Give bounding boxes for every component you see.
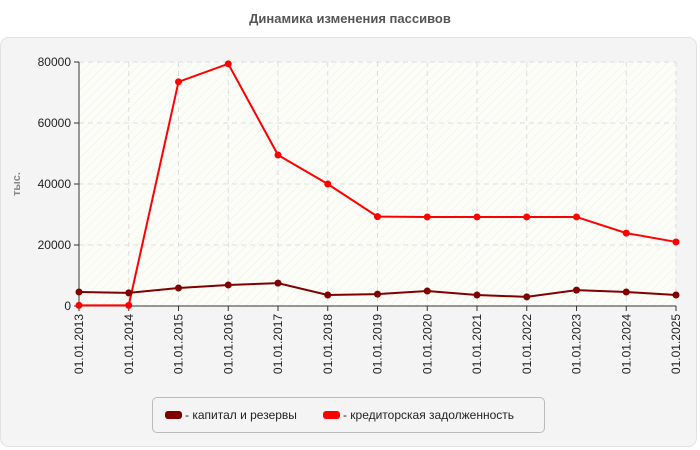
legend-label-capital: - капитал и резервы [185,408,297,422]
data-point[interactable] [75,301,83,309]
x-tick-label: 01.01.2016 [221,314,235,374]
x-tick-label: 01.01.2022 [520,314,534,374]
chart-legend: - капитал и резервы - кредиторская задол… [152,397,545,433]
data-point[interactable] [473,213,481,221]
x-tick-label: 01.01.2015 [172,314,186,374]
data-point[interactable] [224,281,232,289]
data-point[interactable] [274,151,282,159]
data-point[interactable] [523,213,531,221]
legend-item-capital[interactable]: - капитал и резервы [165,408,297,422]
data-point[interactable] [125,301,133,309]
data-point[interactable] [175,78,182,86]
data-point[interactable] [423,213,431,221]
data-point[interactable] [622,229,630,237]
data-point[interactable] [274,279,282,287]
x-tick-label: 01.01.2020 [420,314,434,374]
legend-item-payables[interactable]: - кредиторская задолженность [322,408,515,422]
data-point[interactable] [374,213,381,221]
data-point[interactable] [324,291,332,299]
data-point[interactable] [473,291,481,299]
chart-title: Динамика изменения пассивов [249,11,451,26]
y-tick-label: 80000 [38,55,72,69]
data-point[interactable] [573,286,580,294]
x-tick-label: 01.01.2019 [371,314,385,374]
data-point[interactable] [423,287,431,295]
y-tick-label: 20000 [38,238,72,252]
x-tick-label: 01.01.2024 [619,314,633,374]
x-tick-label: 01.01.2023 [570,314,584,374]
data-point[interactable] [125,289,133,297]
data-point[interactable] [374,290,381,298]
x-tick-label: 01.01.2025 [669,314,683,374]
y-axis-label: тыс. [11,172,23,196]
legend-label-payables: - кредиторская задолженность [342,408,515,422]
data-series [75,60,680,309]
data-point[interactable] [573,213,580,221]
data-point[interactable] [672,291,680,299]
x-tick-label: 01.01.2021 [470,314,484,374]
x-tick-label: 01.01.2014 [122,314,136,374]
data-point[interactable] [523,293,531,301]
axes: 0 20000 40000 60000 80000 01.01.2013 01.01.201… [38,55,683,374]
data-point[interactable] [75,288,83,296]
x-tick-label: 01.01.2013 [72,314,86,374]
y-tick-label: 40000 [38,177,72,191]
data-point[interactable] [672,238,680,246]
y-tick-label: 60000 [38,116,72,130]
y-tick-label: 0 [64,299,71,313]
data-point[interactable] [324,180,332,188]
data-point[interactable] [224,60,232,68]
grid-lines [79,61,677,306]
legend-swatch-capital [165,411,182,419]
legend-swatch-payables [322,411,340,419]
x-tick-label: 01.01.2017 [271,314,285,374]
data-point[interactable] [622,288,630,296]
x-tick-label: 01.01.2018 [321,314,335,374]
data-point[interactable] [175,284,182,292]
